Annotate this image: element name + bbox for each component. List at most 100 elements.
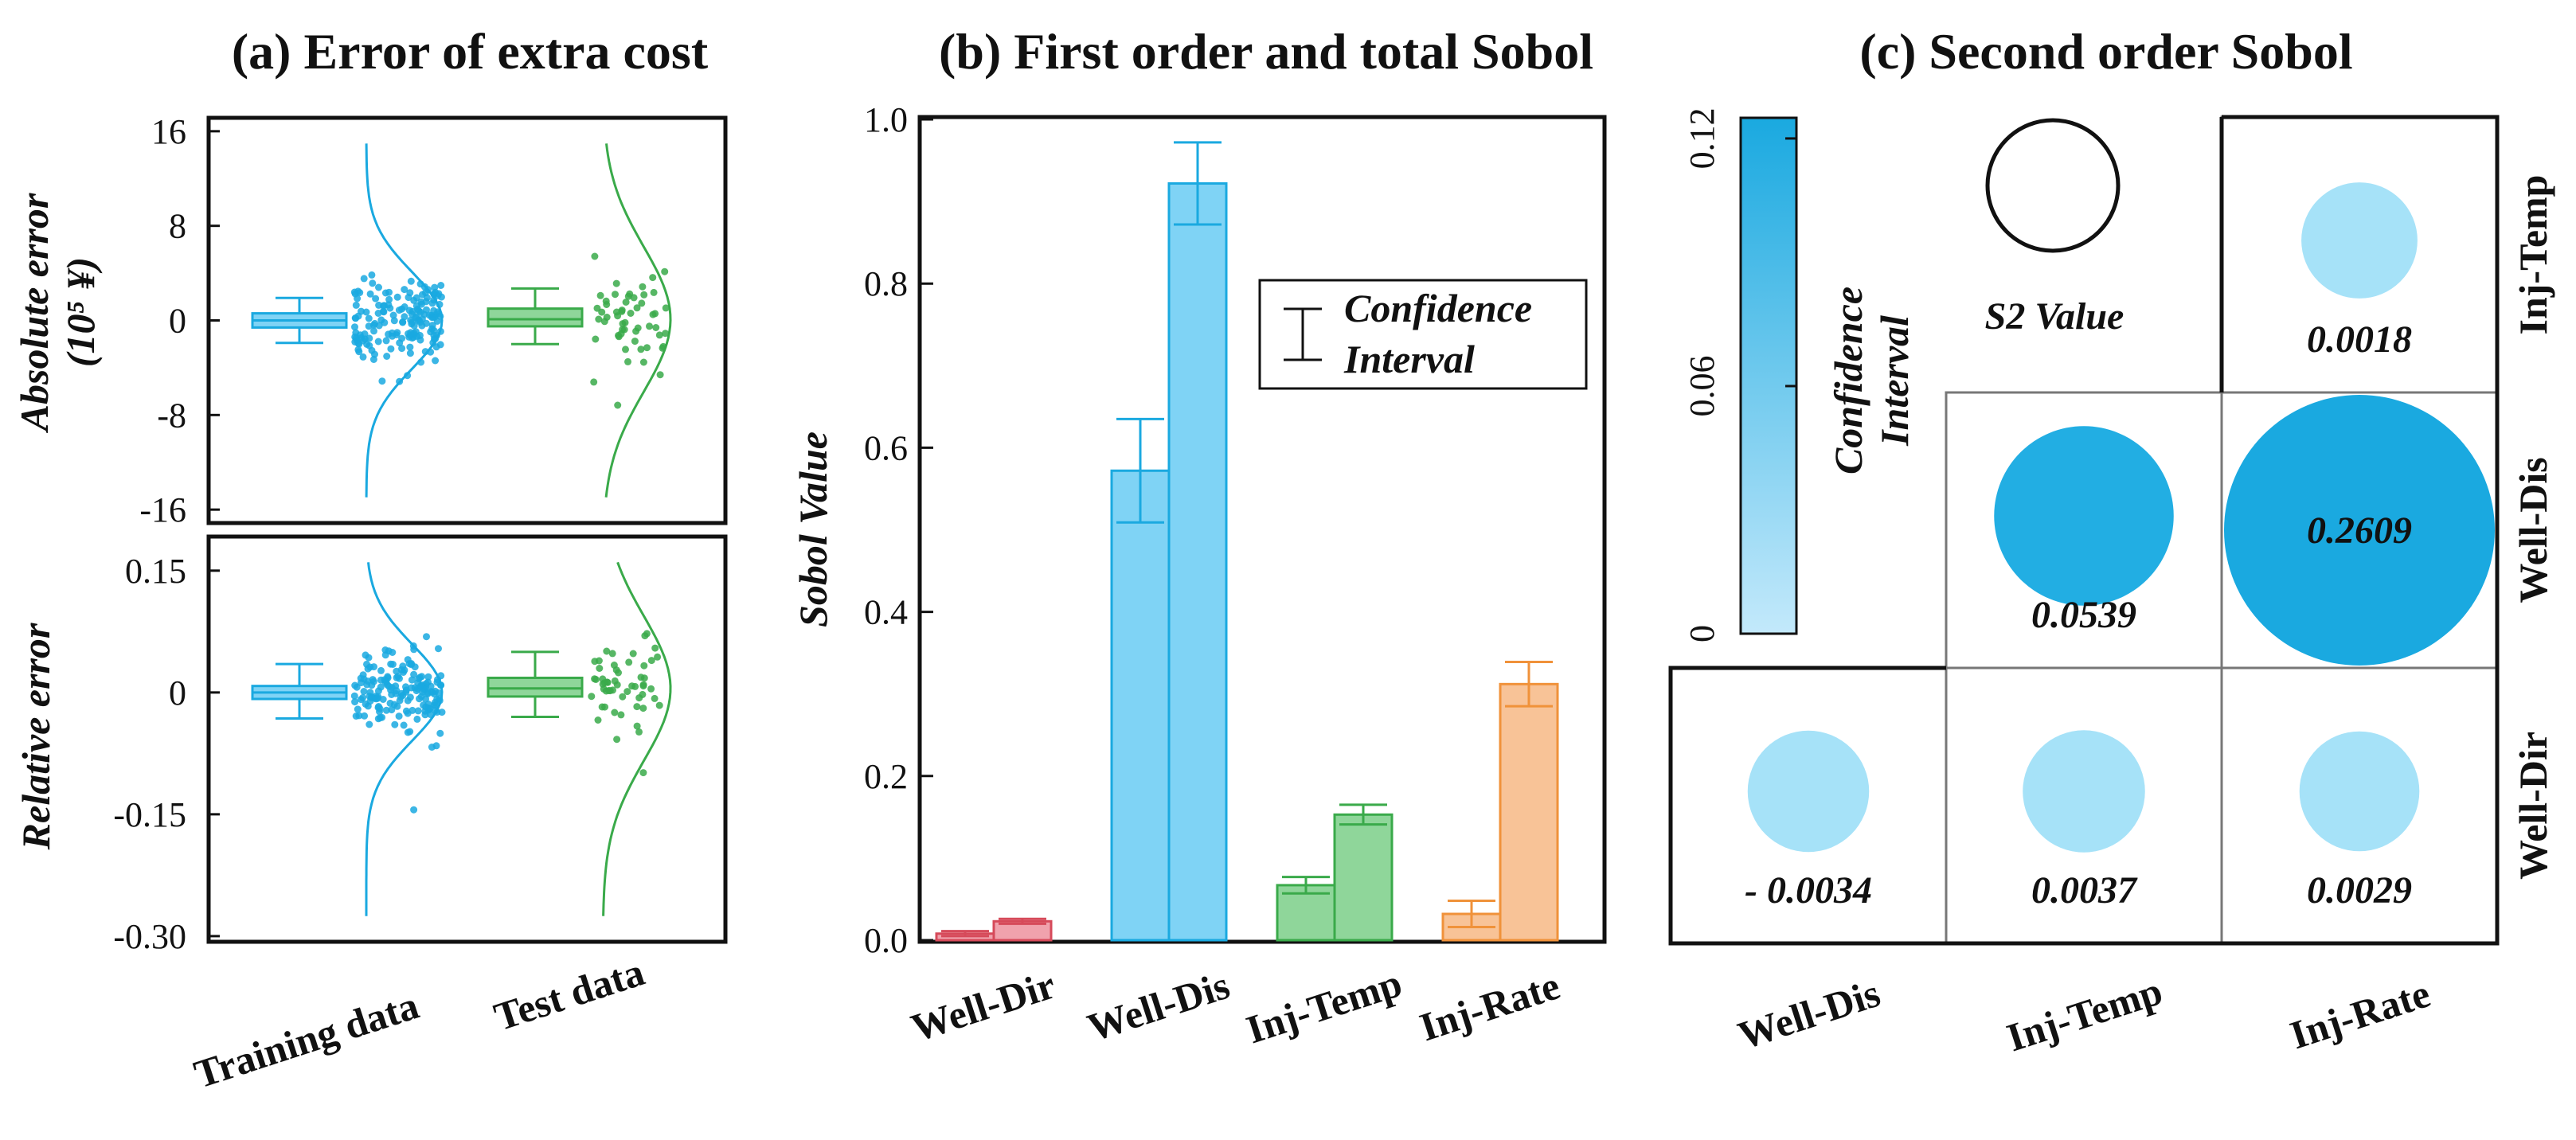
scatter-point: [625, 658, 633, 666]
scatter-point: [612, 279, 620, 287]
legend-box: [1258, 279, 1588, 390]
scatter-point: [436, 312, 444, 320]
ytick-label: 8: [169, 207, 186, 246]
scatter-point: [359, 337, 367, 345]
cell-value-2-0: - 0.0034: [1745, 869, 1872, 912]
scatter-point: [407, 329, 415, 337]
scatter-point: [357, 674, 365, 682]
scatter-point: [362, 700, 369, 708]
panel-c: (c) Second order Sobol 0 0.06 0.12 Confide…: [1668, 23, 2555, 1060]
ytick-label: 0.4: [864, 593, 908, 632]
scatter-point: [397, 693, 405, 701]
bar-inj-temp-total: [1333, 813, 1394, 942]
panel-c-grid: [1668, 115, 2500, 946]
scatter-point: [659, 344, 666, 352]
box-iqr: [487, 676, 584, 698]
scatter-point: [611, 709, 619, 716]
colorbar-tick-label: 0.06: [1683, 355, 1722, 416]
scatter-point: [350, 692, 358, 700]
scatter-point: [437, 293, 445, 301]
scatter-point: [351, 681, 359, 689]
scatter-point: [405, 306, 413, 314]
scatter-point: [366, 689, 374, 697]
scatter-point: [432, 357, 440, 365]
scatter-point: [588, 693, 596, 701]
scatter-point: [408, 320, 416, 328]
scatter-point: [639, 769, 647, 777]
scatter-point: [355, 348, 363, 356]
colorbar-bar: [1739, 116, 1798, 635]
scatter-point: [398, 345, 406, 353]
panel-a-title: (a) Error of extra cost: [232, 23, 709, 80]
scatter-point: [424, 286, 432, 294]
scatter-point: [404, 709, 412, 717]
scatter-point: [385, 295, 393, 303]
circle-2-1: [2023, 730, 2145, 853]
ytick-label: 0.8: [864, 264, 908, 303]
scatter-point: [592, 335, 600, 343]
density-curve: [602, 561, 672, 916]
panel-a-top-ylabel-line1: Absolute error: [12, 193, 57, 433]
scatter-point: [632, 327, 640, 335]
scatter-point: [624, 292, 632, 300]
ytick-label: -0.15: [113, 795, 186, 834]
scatter-point: [598, 308, 606, 316]
scatter-point: [655, 701, 663, 709]
scatter-point: [375, 301, 383, 309]
scatter-point: [622, 346, 629, 353]
scatter-point: [650, 288, 658, 296]
scatter-point: [437, 282, 445, 289]
scatter-point: [365, 342, 373, 349]
scatter-point: [361, 712, 369, 720]
panel-a-group-label-training: Training data: [189, 982, 424, 1097]
panel-b-ylabel: Sobol Value: [791, 431, 835, 627]
scatter-point: [595, 315, 603, 323]
scatter-point: [390, 317, 398, 325]
ytick-label: 0.0: [864, 921, 908, 960]
scatter-point: [410, 670, 418, 678]
scatter-point: [374, 687, 382, 695]
scatter-point: [591, 252, 599, 260]
scatter-point: [412, 314, 420, 322]
scatter-point: [656, 371, 664, 379]
col-label-well-dis: Well-Dis: [1733, 970, 1886, 1058]
scatter-point: [388, 691, 396, 698]
scatter-point: [613, 681, 621, 689]
scatter-point: [652, 324, 660, 331]
ytick-label: 0: [169, 673, 186, 712]
panel-c-cells: 0.0018 0.0539 0.2609 - 0.0034 0.0037 0.0029: [1745, 182, 2495, 912]
scatter-point: [351, 323, 358, 331]
cell-value-1-2: 0.2609: [2307, 509, 2412, 552]
scatter-point: [639, 358, 647, 366]
scatter-point: [419, 688, 427, 696]
scatter-point: [389, 311, 397, 319]
row-label-inj-temp: Inj-Temp: [2511, 175, 2555, 335]
scatter-point: [406, 349, 414, 357]
scatter-point: [421, 348, 429, 356]
scatter-point: [381, 318, 389, 326]
scatter-point: [382, 706, 390, 714]
scatter-point: [436, 695, 444, 703]
scatter-point: [369, 279, 377, 287]
scatter-point: [358, 307, 365, 315]
panel-b-bars: [935, 141, 1559, 942]
scatter-point: [407, 277, 415, 285]
cell-value-2-1: 0.0037: [2031, 869, 2138, 912]
scatter-point: [376, 714, 384, 722]
scatter-point: [637, 346, 645, 353]
scatter-point: [639, 681, 647, 689]
scatter-point: [643, 344, 651, 352]
panel-c-title: (c) Second order Sobol: [1859, 23, 2352, 80]
scatter-point: [351, 333, 359, 341]
scatter-point: [612, 291, 619, 299]
box-iqr: [487, 307, 584, 328]
scatter-point: [638, 299, 646, 307]
scatter-point: [432, 332, 440, 339]
scatter-point: [364, 665, 372, 673]
colorbar-tick-label: 0: [1683, 625, 1722, 642]
scatter-point: [637, 673, 645, 681]
panel-a-bottom-ylabel: Relative error: [14, 623, 58, 850]
bar-well-dis-first: [1110, 469, 1171, 942]
scatter-point: [434, 676, 441, 684]
ytick-label: 0.2: [864, 757, 908, 796]
